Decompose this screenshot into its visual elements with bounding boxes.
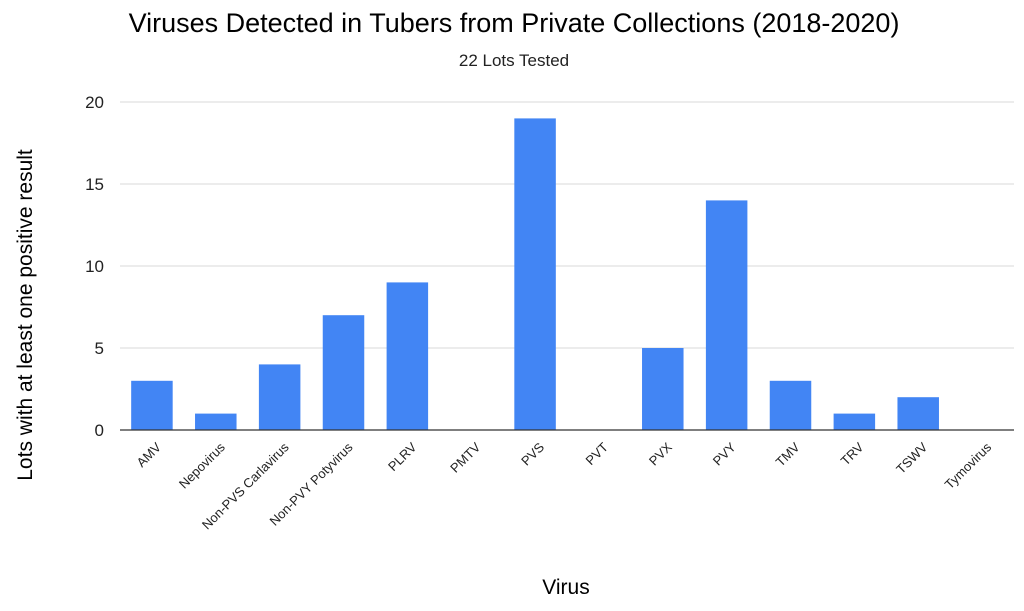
y-tick-label: 15: [85, 175, 104, 194]
x-tick-label: PVY: [710, 439, 739, 468]
x-tick-label: PVT: [583, 439, 612, 468]
x-tick-label: Tymovirus: [942, 439, 995, 492]
x-tick-label: PVS: [518, 439, 547, 468]
x-tick-label: PMTV: [447, 439, 483, 475]
x-tick-label: AMV: [134, 439, 165, 470]
y-tick-label: 20: [85, 93, 104, 112]
bar-pvs: [514, 118, 556, 431]
bar-plrv: [386, 282, 429, 430]
bar-non-pvs-carlavirus: [258, 364, 301, 430]
x-tick-label: TMV: [773, 439, 803, 469]
y-tick-label: 5: [95, 339, 104, 358]
x-tick-label: Nepovirus: [176, 439, 228, 491]
chart-subtitle: 22 Lots Tested: [459, 51, 569, 70]
gridlines: [120, 101, 1014, 349]
x-tick-label: PVX: [646, 439, 675, 468]
bar-trv: [833, 413, 876, 430]
y-tick-label: 10: [85, 257, 104, 276]
y-tick-labels: 0 5 10 15 20: [85, 93, 104, 440]
bar-pvx: [642, 348, 684, 430]
bar-nepovirus: [195, 413, 237, 430]
bar-tmv: [769, 380, 812, 430]
x-tick-label: TSWV: [893, 439, 930, 476]
y-tick-label: 0: [95, 421, 104, 440]
x-tick-label: TRV: [838, 439, 867, 468]
chart-title: Viruses Detected in Tubers from Private …: [129, 8, 900, 38]
bar-tswv: [897, 397, 939, 430]
bar-non-pvy-potyvirus: [322, 315, 365, 430]
x-tick-label: PLRV: [385, 439, 420, 474]
bars: [131, 118, 939, 431]
bar-amv: [131, 380, 173, 430]
y-axis-title: Lots with at least one positive result: [14, 149, 37, 481]
bar-pvy: [705, 200, 748, 430]
x-axis-title: Virus: [542, 576, 589, 599]
